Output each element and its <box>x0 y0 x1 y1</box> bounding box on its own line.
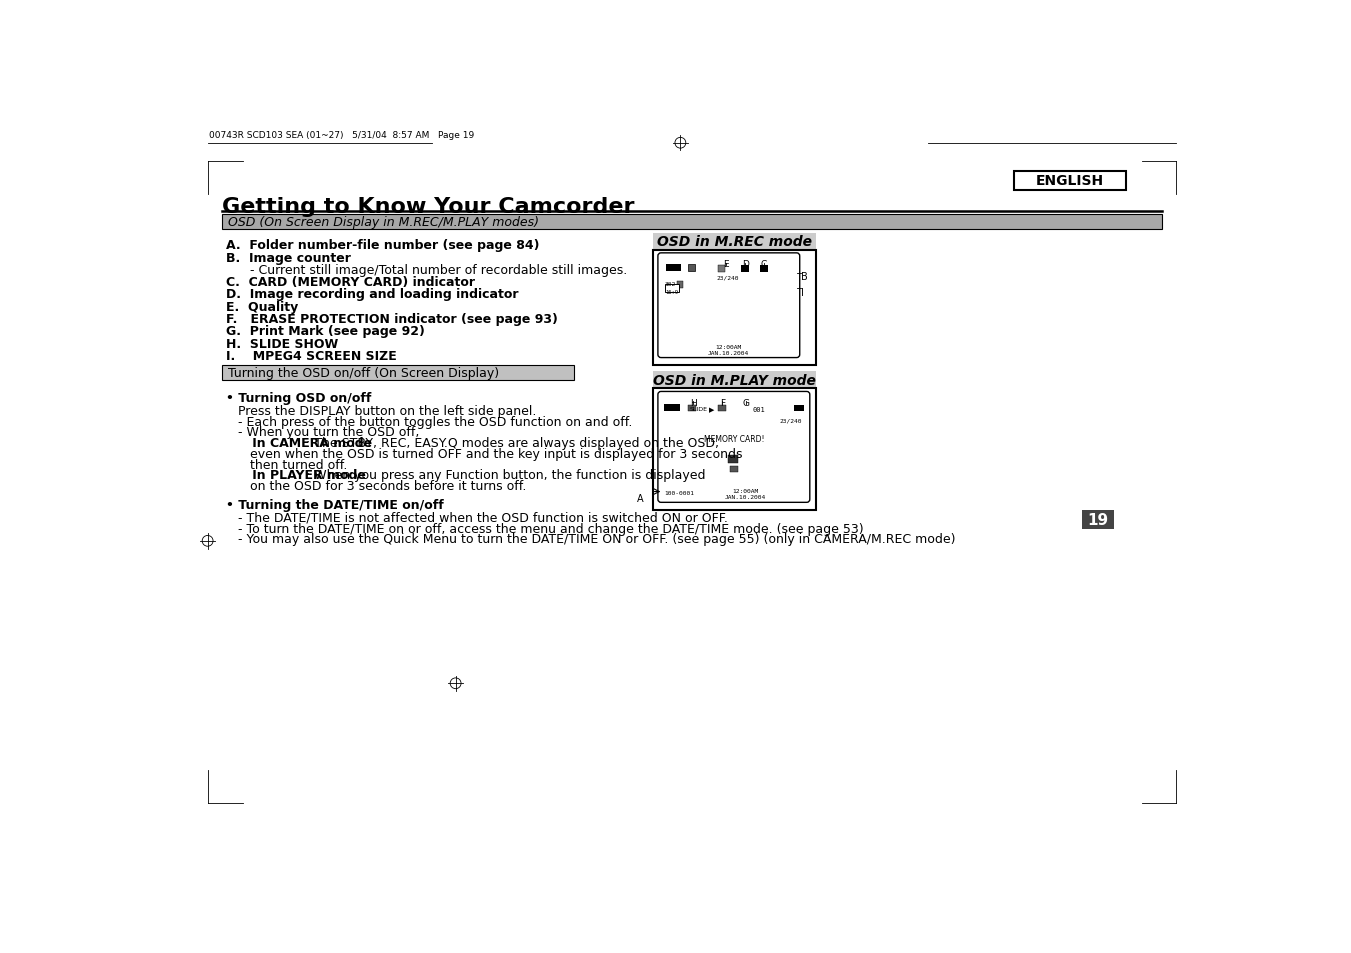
Text: C: C <box>761 260 767 269</box>
Text: - Each press of the button toggles the OSD function on and off.: - Each press of the button toggles the O… <box>226 416 632 428</box>
Text: - You may also use the Quick Menu to turn the DATE/TIME ON or OFF. (see page 55): - You may also use the Quick Menu to tur… <box>226 533 955 546</box>
Text: • Turning OSD on/off: • Turning OSD on/off <box>226 392 372 404</box>
Bar <box>730 466 738 473</box>
Text: F: F <box>720 398 724 407</box>
Bar <box>666 264 681 272</box>
Text: 19: 19 <box>1088 512 1109 527</box>
Text: SLIDE: SLIDE <box>689 407 707 412</box>
Text: I: I <box>801 288 804 297</box>
Bar <box>222 214 1162 230</box>
Text: H: H <box>689 398 696 407</box>
Text: D: D <box>742 260 748 269</box>
Text: - Current still image/Total number of recordable still images.: - Current still image/Total number of re… <box>226 264 627 276</box>
Bar <box>654 389 816 511</box>
Bar <box>719 266 724 273</box>
Bar <box>677 282 684 288</box>
Text: 001: 001 <box>753 407 766 413</box>
Text: : When you press any Function button, the function is displayed: : When you press any Function button, th… <box>307 469 705 482</box>
Text: 00743R SCD103 SEA (01~27)   5/31/04  8:57 AM   Page 19: 00743R SCD103 SEA (01~27) 5/31/04 8:57 A… <box>209 132 474 140</box>
Bar <box>665 285 678 293</box>
Bar <box>689 405 696 412</box>
Text: B: B <box>801 272 808 282</box>
Text: 16:9: 16:9 <box>665 290 678 294</box>
Text: Press the DISPLAY button on the left side panel.: Press the DISPLAY button on the left sid… <box>226 404 536 417</box>
FancyBboxPatch shape <box>658 392 809 503</box>
Text: even when the OSD is turned OFF and the key input is displayed for 3 seconds: even when the OSD is turned OFF and the … <box>226 447 743 460</box>
Text: In PLAYER mode: In PLAYER mode <box>226 469 366 482</box>
Text: on the OSD for 3 seconds before it turns off.: on the OSD for 3 seconds before it turns… <box>226 479 527 493</box>
Text: A: A <box>638 494 644 503</box>
Text: Turning the OSD on/off (On Screen Display): Turning the OSD on/off (On Screen Displa… <box>228 367 499 379</box>
Bar <box>1013 172 1125 191</box>
Text: • Turning the DATE/TIME on/off: • Turning the DATE/TIME on/off <box>226 498 444 511</box>
Text: I.    MPEG4 SCREEN SIZE: I. MPEG4 SCREEN SIZE <box>226 350 397 363</box>
Text: - When you turn the OSD off,: - When you turn the OSD off, <box>226 426 420 439</box>
Text: H.  SLIDE SHOW: H. SLIDE SHOW <box>226 337 339 351</box>
Text: C.  CARD (MEMORY CARD) indicator: C. CARD (MEMORY CARD) indicator <box>226 275 476 289</box>
Text: OSD in M.PLAY mode: OSD in M.PLAY mode <box>653 374 816 388</box>
Text: OSD (On Screen Display in M.REC/M.PLAY modes): OSD (On Screen Display in M.REC/M.PLAY m… <box>228 215 539 229</box>
Text: 23/240: 23/240 <box>780 418 802 423</box>
Text: G: G <box>742 398 748 407</box>
Text: D.  Image recording and loading indicator: D. Image recording and loading indicator <box>226 288 519 301</box>
Bar <box>654 233 816 251</box>
Text: 302: 302 <box>665 282 676 287</box>
Text: E.  Quality: E. Quality <box>226 300 299 314</box>
Text: MEMORY CARD!: MEMORY CARD! <box>704 435 765 444</box>
FancyBboxPatch shape <box>658 253 800 358</box>
Bar <box>654 251 816 366</box>
Text: E: E <box>723 260 730 269</box>
Bar <box>688 264 696 272</box>
Bar <box>1082 511 1115 529</box>
Bar <box>761 266 767 273</box>
Text: 12:00AM
JAN.10.2004: 12:00AM JAN.10.2004 <box>708 344 750 355</box>
Bar <box>654 372 816 389</box>
Text: Getting to Know Your Camcorder: Getting to Know Your Camcorder <box>222 196 634 216</box>
Bar <box>794 405 804 412</box>
Bar <box>742 266 748 273</box>
Text: 23/240: 23/240 <box>717 275 739 280</box>
Text: ENGLISH: ENGLISH <box>1036 174 1104 189</box>
Bar <box>222 366 574 380</box>
Text: F.   ERASE PROTECTION indicator (see page 93): F. ERASE PROTECTION indicator (see page … <box>226 313 558 326</box>
Bar <box>719 405 725 412</box>
Text: 100-0001: 100-0001 <box>665 491 694 496</box>
Text: G.  Print Mark (see page 92): G. Print Mark (see page 92) <box>226 325 426 338</box>
Text: ▶: ▶ <box>709 407 715 413</box>
Bar <box>665 404 680 412</box>
Text: B.  Image counter: B. Image counter <box>226 252 351 264</box>
Text: A.  Folder number-file number (see page 84): A. Folder number-file number (see page 8… <box>226 239 540 252</box>
Bar <box>728 456 738 463</box>
Text: OSD in M.REC mode: OSD in M.REC mode <box>657 235 812 249</box>
Text: - To turn the DATE/TIME on or off, access the menu and change the DATE/TIME mode: - To turn the DATE/TIME on or off, acces… <box>226 522 863 535</box>
Text: then turned off.: then turned off. <box>226 458 347 471</box>
Text: 12:00AM
JAN.10.2004: 12:00AM JAN.10.2004 <box>725 489 766 499</box>
Text: : The STBY, REC, EASY.Q modes are always displayed on the OSD,: : The STBY, REC, EASY.Q modes are always… <box>307 436 719 450</box>
Text: - The DATE/TIME is not affected when the OSD function is switched ON or OFF.: - The DATE/TIME is not affected when the… <box>226 511 728 524</box>
Text: In CAMERA mode: In CAMERA mode <box>226 436 373 450</box>
